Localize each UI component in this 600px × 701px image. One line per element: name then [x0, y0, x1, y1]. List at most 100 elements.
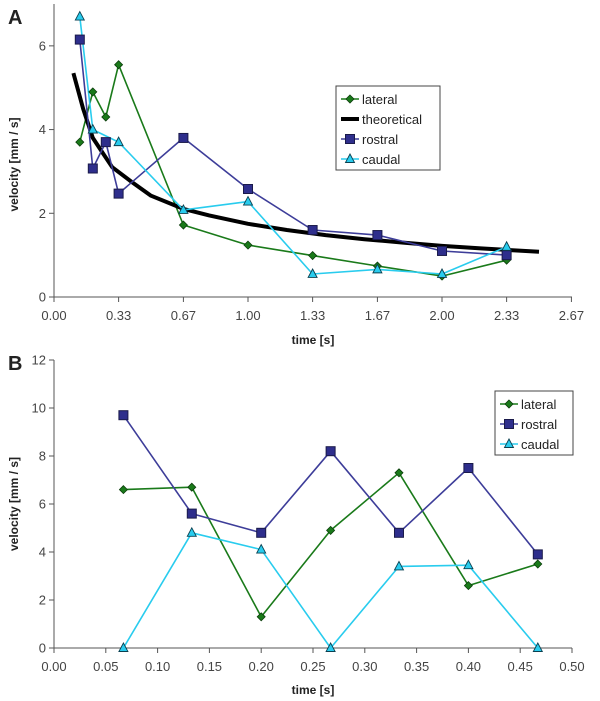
x-tick-label: 0.20	[249, 659, 274, 674]
y-tick-label: 4	[39, 122, 46, 137]
data-point-lateral	[243, 240, 253, 250]
data-point-caudal	[113, 136, 124, 147]
data-point-lateral	[88, 87, 98, 97]
data-point-lateral	[101, 112, 111, 122]
data-point-rostral	[372, 230, 383, 241]
data-point-rostral	[243, 184, 254, 195]
data-point-caudal	[186, 526, 198, 537]
y-tick-label: 12	[32, 353, 46, 368]
data-point-lateral	[308, 250, 318, 261]
x-axis-title: time [s]	[292, 333, 335, 347]
data-point-rostral	[113, 188, 124, 199]
data-point-caudal	[178, 203, 189, 214]
data-point-rostral	[186, 508, 197, 519]
x-tick-label: 0.10	[145, 659, 170, 674]
legend: lateral theoretical rostral caudal	[335, 85, 441, 171]
data-point-lateral	[118, 485, 128, 495]
data-point-caudal	[532, 642, 544, 652]
data-point-rostral	[463, 463, 474, 473]
legend-marker-rostral	[345, 134, 355, 144]
chart-panel-b: B 0 2 4 6 8 10 12 0.00 0.05 0.10 0.15 0.20 0.25 0.30 0.…	[7, 353, 585, 698]
data-point-rostral	[74, 34, 85, 45]
data-point-rostral	[393, 527, 404, 538]
series-markers-caudal	[118, 526, 544, 652]
y-tick-label: 10	[32, 401, 46, 416]
data-point-caudal	[307, 268, 318, 278]
data-point-lateral	[533, 559, 543, 569]
x-tick-label: 0.45	[508, 659, 533, 674]
x-tick-label: 2.67	[559, 308, 584, 323]
data-point-rostral	[87, 163, 98, 174]
series-rostral	[79, 39, 507, 256]
series-markers-caudal	[74, 10, 512, 278]
data-point-lateral	[114, 60, 124, 70]
series-markers-lateral	[118, 468, 543, 622]
panel-label: A	[8, 7, 22, 29]
legend-marker-lateral	[345, 94, 355, 104]
data-point-lateral	[256, 612, 266, 622]
data-point-caudal	[255, 543, 267, 554]
x-tick-label: 1.00	[235, 308, 260, 323]
data-point-rostral	[307, 225, 318, 236]
x-tick-label: 0.50	[559, 659, 584, 674]
chart-panel-a: A 0 2 4 6 0.00 0.33 0.67 1.00 1.33 1.67 2.00 2.33 2.6…	[7, 4, 584, 347]
panel-label: B	[8, 353, 22, 375]
x-tick-label: 0.35	[404, 659, 429, 674]
y-tick-label: 0	[39, 641, 46, 656]
x-tick-label: 0.67	[171, 308, 196, 323]
legend-marker-lateral	[504, 399, 514, 409]
data-point-caudal	[87, 123, 99, 134]
data-point-lateral	[187, 482, 197, 492]
legend-label-lateral: lateral	[521, 397, 557, 412]
data-point-caudal	[242, 195, 254, 206]
data-point-caudal	[74, 10, 86, 21]
y-axis-title: velocity [mm / s]	[7, 117, 21, 211]
series-line-caudal	[122, 531, 539, 649]
x-tick-label: 1.67	[365, 308, 390, 323]
legend-marker-caudal	[503, 438, 515, 448]
data-point-rostral	[256, 527, 267, 538]
x-tick-label: 0.40	[456, 659, 481, 674]
series-caudal	[122, 531, 539, 649]
x-tick-label: 0.25	[300, 659, 325, 674]
data-point-caudal	[393, 560, 405, 571]
legend-label-theoretical: theoretical	[362, 112, 422, 127]
data-point-caudal	[372, 263, 383, 274]
series-line-rostral	[79, 39, 507, 256]
series-line-theoretical	[71, 72, 540, 254]
data-point-caudal	[325, 642, 336, 652]
legend-marker-caudal	[344, 153, 356, 163]
y-tick-label: 8	[39, 449, 46, 464]
x-tick-label: 0.00	[41, 308, 66, 323]
data-point-lateral	[178, 220, 188, 230]
legend-label-caudal: caudal	[521, 437, 559, 452]
x-tick-label: 0.15	[197, 659, 222, 674]
x-tick-label: 1.33	[300, 308, 325, 323]
y-tick-label: 2	[39, 593, 46, 608]
data-point-rostral	[501, 250, 512, 261]
y-tick-label: 6	[39, 38, 46, 53]
y-axis-title: velocity [mm / s]	[7, 457, 21, 551]
legend-label-lateral: lateral	[362, 92, 398, 107]
data-point-rostral	[325, 446, 336, 457]
series-caudal	[79, 16, 507, 275]
x-tick-label: 2.33	[494, 308, 519, 323]
data-point-rostral	[100, 137, 111, 148]
data-point-caudal	[436, 268, 448, 278]
legend: lateral rostral caudal	[494, 390, 574, 456]
x-tick-label: 0.33	[106, 308, 131, 323]
y-tick-label: 4	[39, 545, 46, 560]
y-tick-label: 6	[39, 497, 46, 512]
data-point-rostral	[532, 549, 543, 560]
x-tick-label: 0.30	[352, 659, 377, 674]
data-point-lateral	[463, 581, 473, 591]
legend-label-rostral: rostral	[362, 132, 398, 147]
x-tick-label: 2.00	[429, 308, 454, 323]
x-tick-label: 0.00	[41, 659, 66, 674]
series-markers-rostral	[74, 34, 512, 261]
series-markers-rostral	[118, 410, 543, 560]
x-axis-title: time [s]	[292, 683, 335, 697]
y-tick-label: 2	[39, 206, 46, 221]
data-point-lateral	[394, 468, 404, 478]
legend-marker-rostral	[504, 419, 514, 429]
